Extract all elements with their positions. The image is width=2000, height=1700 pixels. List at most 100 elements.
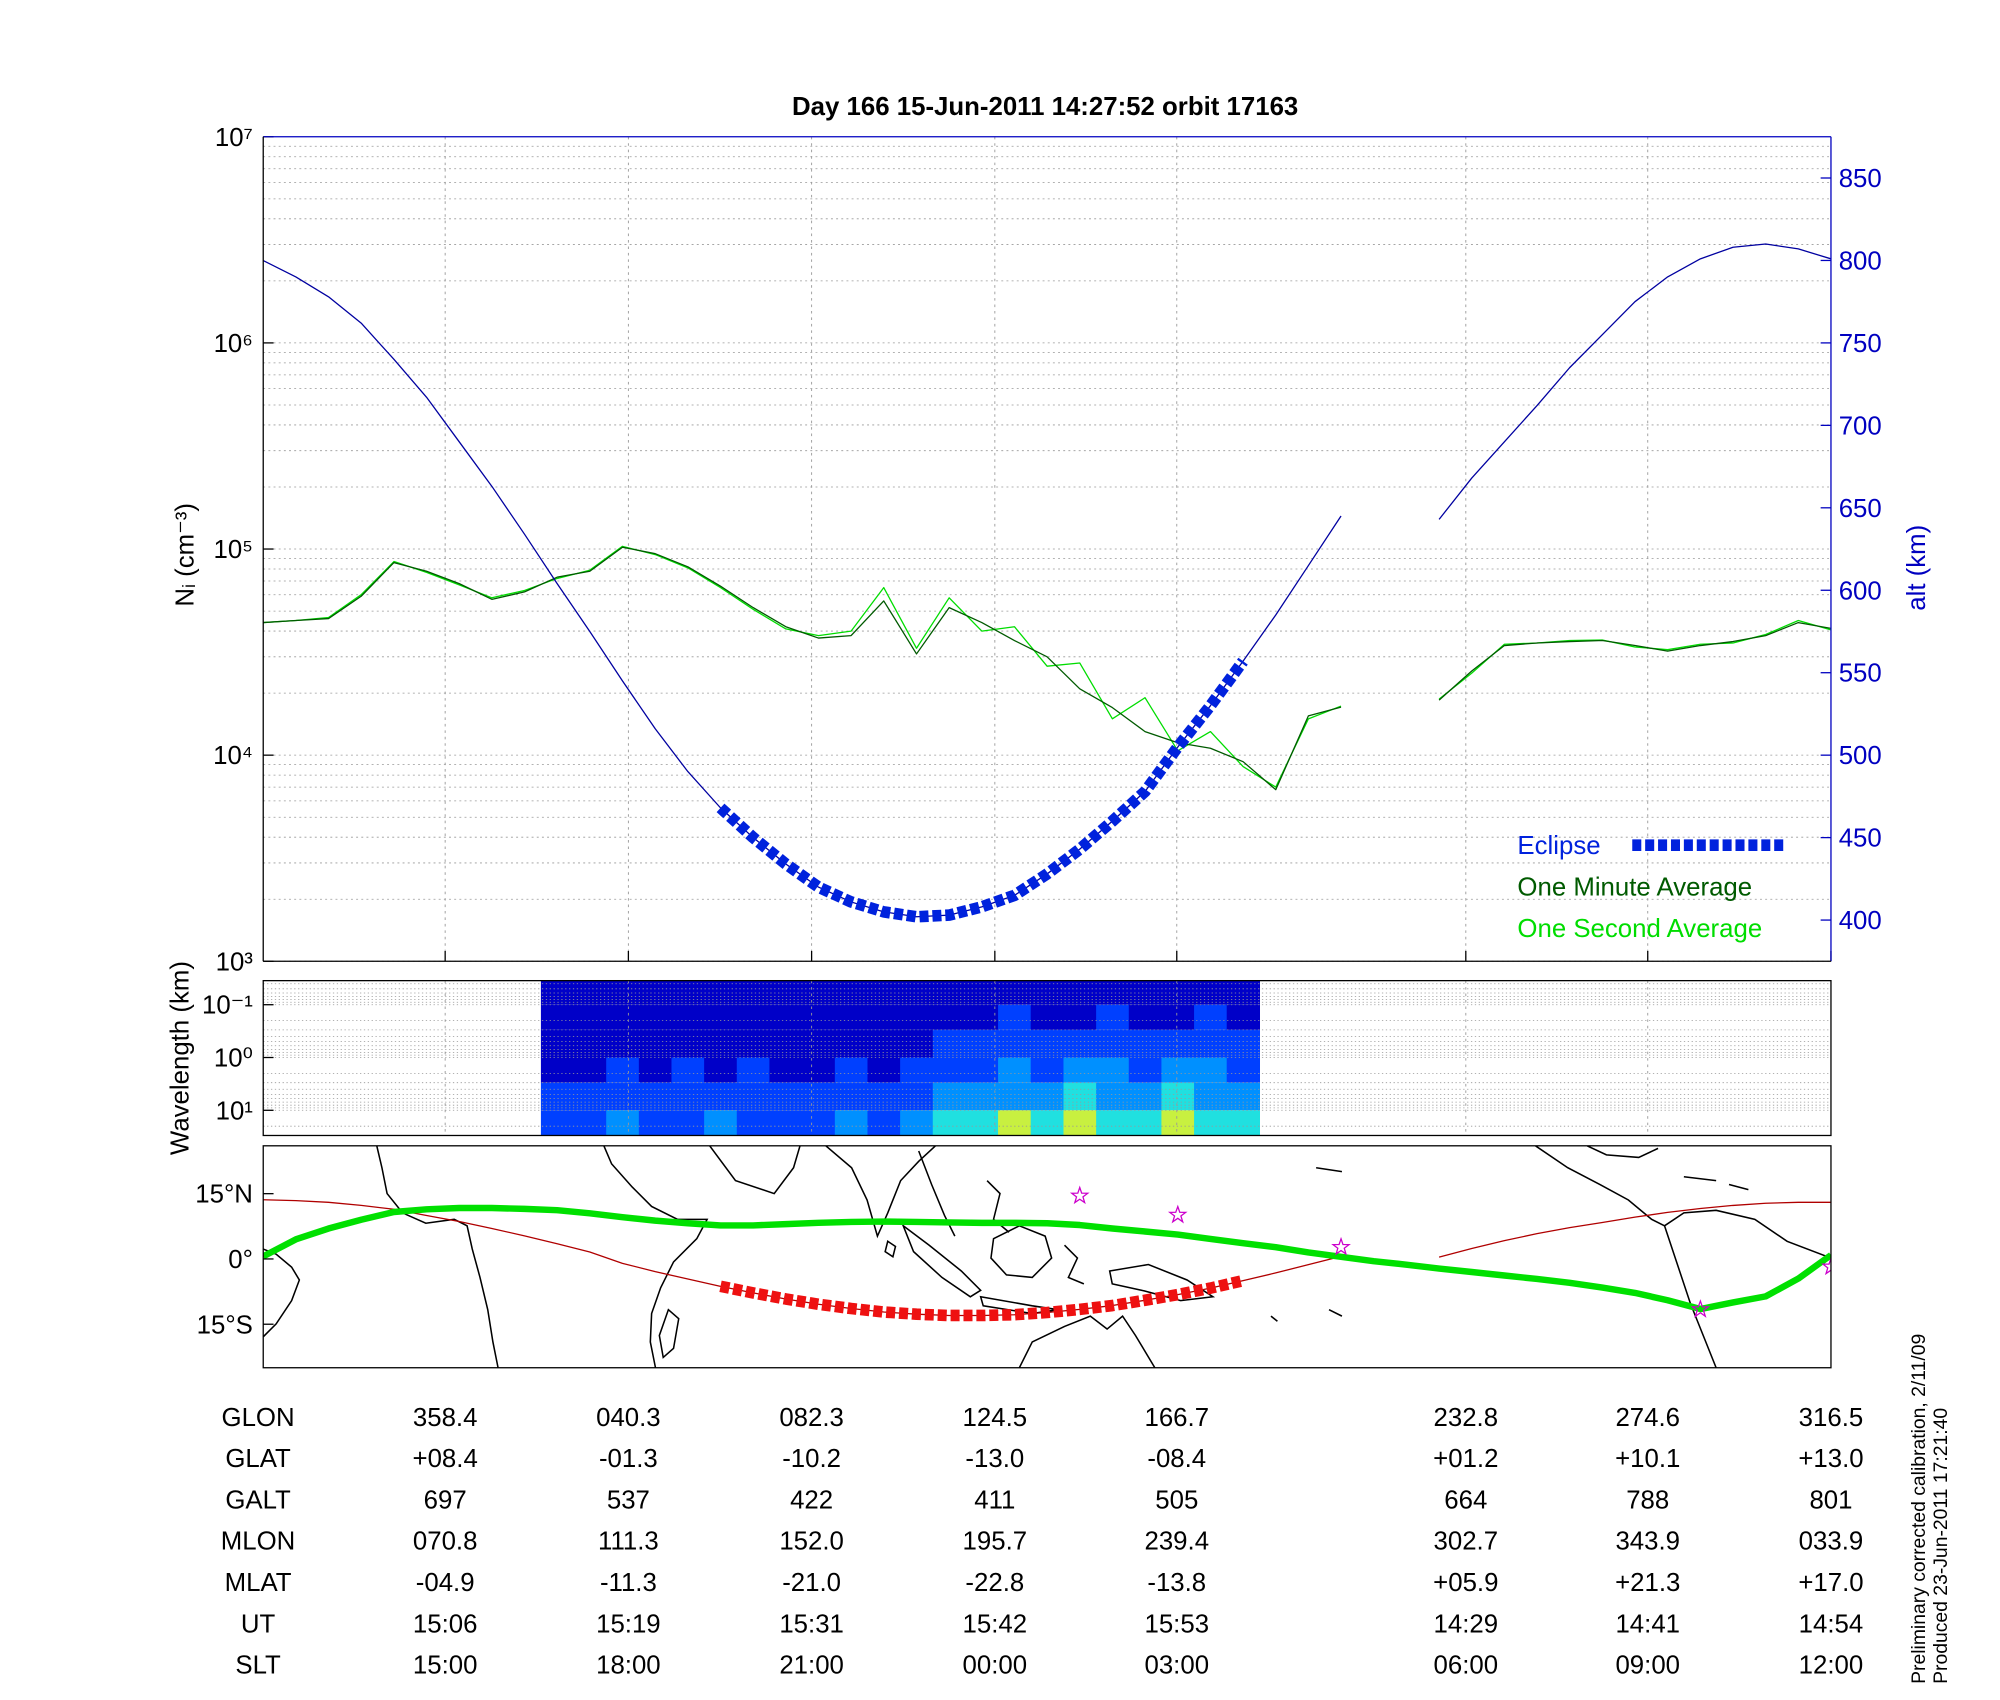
heat-cell <box>606 1057 640 1083</box>
heat-cell <box>1030 1110 1064 1136</box>
cell: 664 <box>1444 1486 1487 1514</box>
cell: +08.4 <box>413 1445 478 1473</box>
row-label: GLON <box>222 1404 295 1432</box>
heat-cell <box>1096 1110 1130 1136</box>
cell: 15:31 <box>779 1610 844 1638</box>
heat-cell <box>900 1082 934 1111</box>
cell: 537 <box>607 1486 650 1514</box>
cell: 12:00 <box>1799 1652 1864 1680</box>
heat-cell <box>1128 1110 1163 1136</box>
row-label: SLT <box>235 1652 281 1680</box>
cell: 21:00 <box>779 1652 844 1680</box>
heat-cell <box>1030 1057 1064 1083</box>
heat-cell <box>965 1057 999 1083</box>
heat-cell <box>769 1004 803 1030</box>
legend-label: Eclipse <box>1517 832 1600 860</box>
eclipse-line <box>716 657 1248 923</box>
heat-cell <box>736 980 771 1005</box>
heat-cell <box>1096 980 1130 1005</box>
cell: 00:00 <box>963 1652 1028 1680</box>
cell: 195.7 <box>963 1528 1028 1556</box>
heat-cell <box>834 1057 869 1083</box>
heat-cell <box>1096 1004 1130 1030</box>
row-label: MLAT <box>225 1569 292 1597</box>
cell: +13.0 <box>1798 1445 1863 1473</box>
heat-cell <box>1063 1029 1097 1058</box>
y2-tick-label: 450 <box>1839 825 1882 853</box>
heat-cell <box>1194 1029 1228 1058</box>
heat-cell <box>1096 1057 1130 1083</box>
cell: 033.9 <box>1799 1528 1864 1556</box>
heat-cell <box>573 980 607 1005</box>
heat-cell <box>1030 1082 1064 1111</box>
cell: 14:29 <box>1434 1610 1499 1638</box>
cell: 316.5 <box>1799 1404 1864 1432</box>
plot-area <box>263 243 1831 923</box>
y2-tick-label: 800 <box>1839 247 1882 275</box>
heat-cell <box>1128 1029 1163 1058</box>
heat-cell <box>965 1004 999 1030</box>
heat-cell <box>1063 1057 1097 1083</box>
heat-cell <box>802 1029 836 1058</box>
eclipse-line <box>719 1274 1245 1322</box>
cell: -08.4 <box>1147 1445 1206 1473</box>
heat-cell <box>540 1082 575 1111</box>
heat-cell <box>1161 1057 1195 1083</box>
ground-tracks <box>263 1185 1831 1322</box>
heat-cell <box>1030 1004 1064 1030</box>
coastlines <box>263 1145 1831 1368</box>
cell: 411 <box>974 1486 1015 1514</box>
panel-frame <box>262 980 1832 1137</box>
heat-cell <box>573 1004 607 1030</box>
heat-cell <box>1063 1004 1097 1030</box>
heat-cell <box>671 1082 705 1111</box>
heat-cell <box>638 1057 673 1083</box>
heat-cell <box>900 1057 934 1083</box>
series-line <box>263 546 1342 791</box>
heat-cell <box>1226 1057 1260 1083</box>
star-marker <box>1331 1236 1351 1256</box>
heat-cell <box>900 1110 934 1136</box>
heat-cell <box>932 1004 967 1030</box>
heat-cell <box>998 1082 1032 1111</box>
series-line <box>1438 619 1831 700</box>
heat-cell <box>769 1082 803 1111</box>
heat-cell <box>671 1004 705 1030</box>
heat-cell <box>965 1029 999 1058</box>
cell: 15:42 <box>963 1610 1028 1638</box>
heat-cell <box>638 1029 673 1058</box>
cell: -10.2 <box>782 1445 841 1473</box>
y2-tick-label: 850 <box>1839 165 1882 193</box>
heat-cell <box>802 1082 836 1111</box>
legend-label: One Minute Average <box>1517 873 1752 901</box>
heat-cell <box>606 1110 640 1136</box>
cell: 358.4 <box>413 1404 478 1432</box>
cell: +01.2 <box>1433 1445 1498 1473</box>
y-tick-label: 0° <box>228 1246 253 1274</box>
heat-cell <box>802 1004 836 1030</box>
heat-cell <box>1128 1082 1163 1111</box>
y-tick-label: 10⁰ <box>214 1045 253 1073</box>
cell: 15:00 <box>413 1652 478 1680</box>
star-marker <box>1167 1204 1188 1224</box>
series-line <box>1438 243 1831 520</box>
heat-cell <box>867 1082 901 1111</box>
row-label: GALT <box>225 1486 291 1514</box>
series-line <box>263 259 1342 918</box>
heat-cell <box>1128 1004 1163 1030</box>
y-tick-label: 10¹ <box>216 1097 254 1125</box>
heat-cell <box>769 1029 803 1058</box>
heat-cell <box>867 1110 901 1136</box>
star-marker <box>1069 1185 1090 1205</box>
cell: 152.0 <box>779 1528 844 1556</box>
heat-cell <box>1128 980 1163 1005</box>
heat-cell <box>802 1057 836 1083</box>
heat-cell <box>802 1110 836 1136</box>
spectrogram <box>540 980 1260 1136</box>
y2-tick-label: 500 <box>1839 742 1882 770</box>
heat-cell <box>932 1110 967 1136</box>
cell: 232.8 <box>1434 1404 1499 1432</box>
heat-cell <box>932 1029 967 1058</box>
heat-cell <box>867 1057 901 1083</box>
